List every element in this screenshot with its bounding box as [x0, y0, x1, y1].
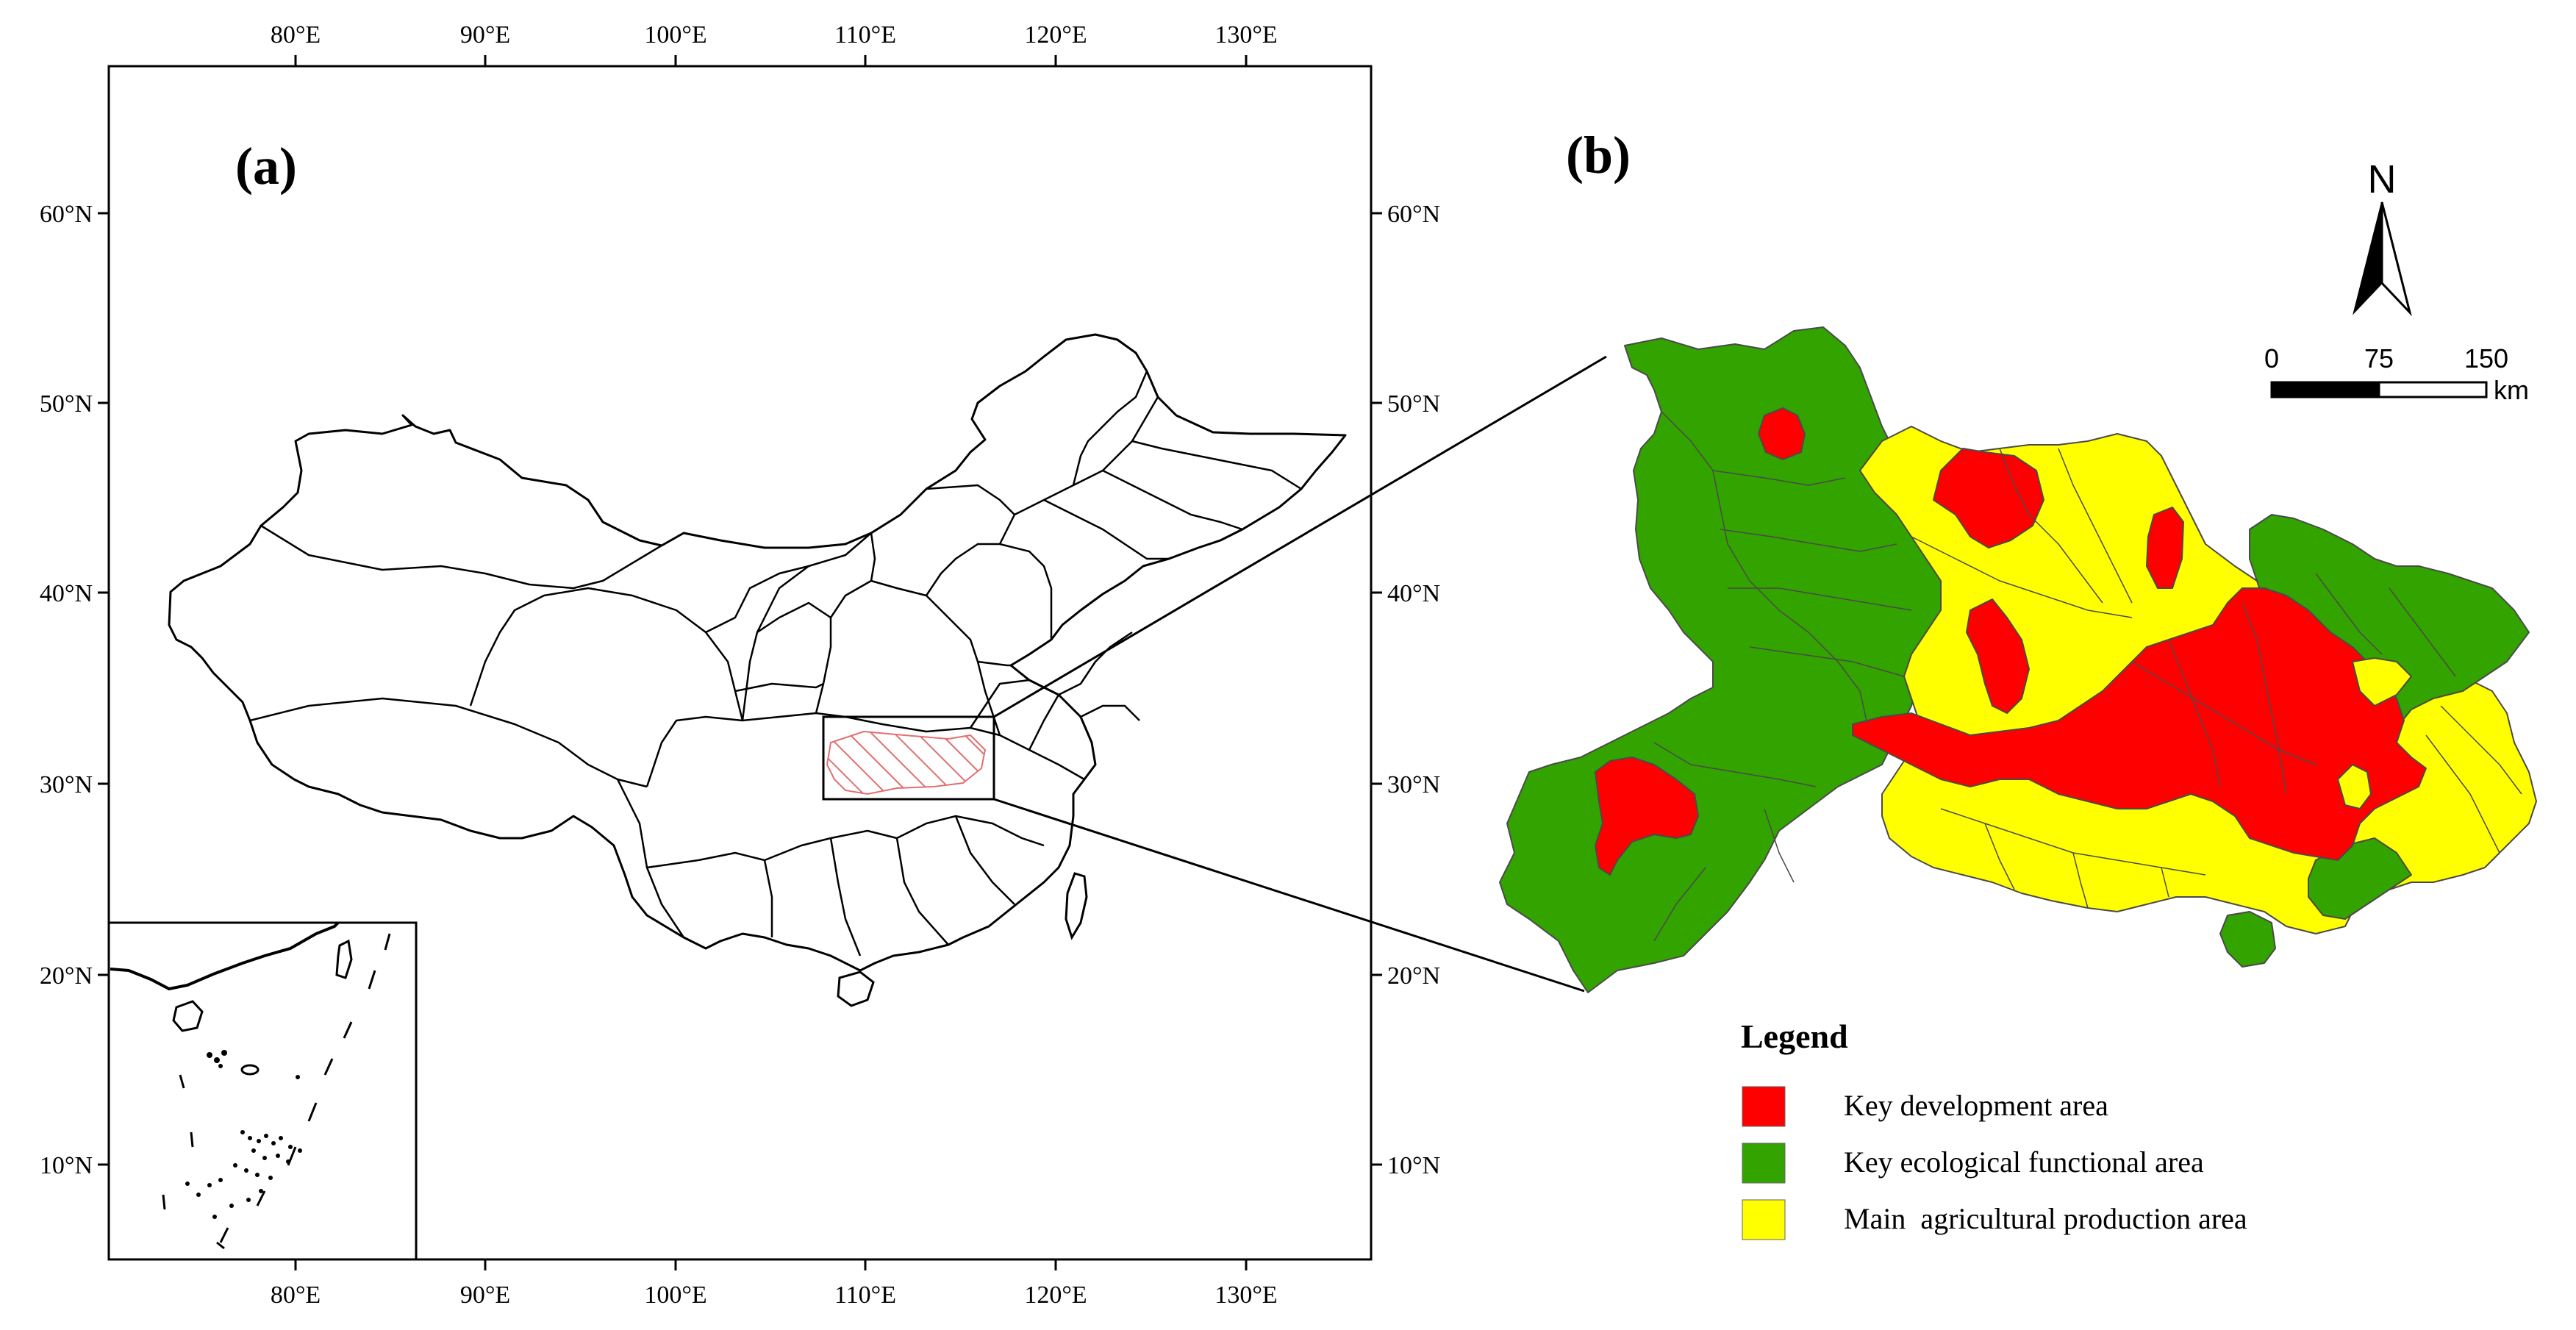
scale-bar: 0 75 150 km — [2264, 343, 2529, 405]
lon-label-top: 100°E — [644, 21, 706, 49]
lon-label-top: 130°E — [1214, 21, 1277, 49]
zone-development-southwest — [1595, 757, 1699, 876]
hubei-inset-box — [822, 715, 995, 801]
south-china-sea-inset — [107, 921, 418, 1261]
lat-label-left: 50°N — [40, 390, 93, 418]
zone-development-central — [1966, 598, 2030, 714]
legend-label-development: Key development area — [1844, 1089, 2108, 1122]
lat-ticks-right — [1371, 212, 1382, 1166]
scale-unit: km — [2494, 375, 2529, 405]
hubei-highlight — [826, 730, 987, 796]
panel-a: 80°E 90°E 100°E 110°E 120°E 130°E 80°E 9… — [40, 21, 1607, 1309]
zone-development-north-small — [2146, 507, 2184, 589]
connector-line-bottom — [993, 798, 1585, 993]
lat-label-right: 10°N — [1387, 1152, 1440, 1179]
legend-swatch-ecological — [1742, 1143, 1786, 1184]
zone-development-north — [1933, 448, 2044, 548]
scale-label-75: 75 — [2364, 343, 2394, 373]
north-arrow-icon: N — [2353, 157, 2412, 317]
lat-label-right: 50°N — [1387, 390, 1440, 418]
legend-label-ecological: Key ecological functional area — [1844, 1145, 2204, 1179]
lon-label-bottom: 120°E — [1024, 1281, 1087, 1309]
zone-agricultural-enclave-2 — [2352, 657, 2412, 707]
lat-label-left: 20°N — [40, 962, 93, 990]
lat-label-left: 40°N — [40, 580, 93, 607]
lat-label-right: 20°N — [1387, 962, 1440, 990]
lon-label-bottom: 80°E — [271, 1281, 321, 1309]
panel-b: (b) N 0 75 150 km — [1499, 126, 2537, 1240]
zone-agricultural-enclave — [2337, 764, 2372, 809]
scale-label-0: 0 — [2264, 343, 2279, 373]
lat-label-left: 30°N — [40, 771, 93, 798]
zone-ecological-west — [1499, 326, 1971, 993]
lon-ticks-bottom — [294, 1259, 1248, 1270]
lat-ticks-left — [98, 212, 109, 1166]
province-boundaries — [249, 371, 1302, 957]
lat-label-right: 60°N — [1387, 201, 1440, 228]
lon-label-top: 80°E — [271, 21, 321, 49]
north-arrow-label: N — [2368, 157, 2397, 201]
zone-ecological-south — [2219, 911, 2276, 968]
lat-label-left: 10°N — [40, 1152, 93, 1179]
lat-label-right: 30°N — [1387, 771, 1440, 798]
lat-label-right: 40°N — [1387, 580, 1440, 607]
lon-label-top: 120°E — [1024, 21, 1087, 49]
lon-label-bottom: 100°E — [644, 1281, 706, 1309]
hainan-island — [837, 970, 875, 1007]
lat-label-left: 60°N — [40, 201, 93, 228]
legend-swatch-development — [1742, 1086, 1786, 1127]
zone-development-northwest — [1758, 407, 1806, 460]
lon-label-bottom: 110°E — [834, 1281, 896, 1309]
legend-swatch-agricultural — [1742, 1199, 1786, 1240]
hubei-zone-map — [1499, 326, 2537, 993]
panel-a-frame — [107, 65, 1373, 1261]
taiwan-island — [1065, 872, 1088, 940]
legend: Legend Key development area Key ecologic… — [1741, 1018, 2247, 1240]
scale-label-150: 150 — [2464, 343, 2508, 373]
lon-label-top: 90°E — [460, 21, 510, 49]
lon-label-top: 110°E — [834, 21, 896, 49]
zone-development-main — [1852, 587, 2427, 861]
panel-b-label: (b) — [1566, 126, 1631, 185]
connector-line-top — [993, 355, 1607, 718]
lon-ticks-top — [294, 55, 1248, 66]
legend-title: Legend — [1741, 1018, 1848, 1055]
legend-label-agricultural: Main agricultural production area — [1844, 1202, 2247, 1235]
lon-label-bottom: 130°E — [1214, 1281, 1277, 1309]
china-outline — [168, 333, 1347, 972]
lon-label-bottom: 90°E — [460, 1281, 510, 1309]
panel-a-label: (a) — [235, 137, 297, 196]
